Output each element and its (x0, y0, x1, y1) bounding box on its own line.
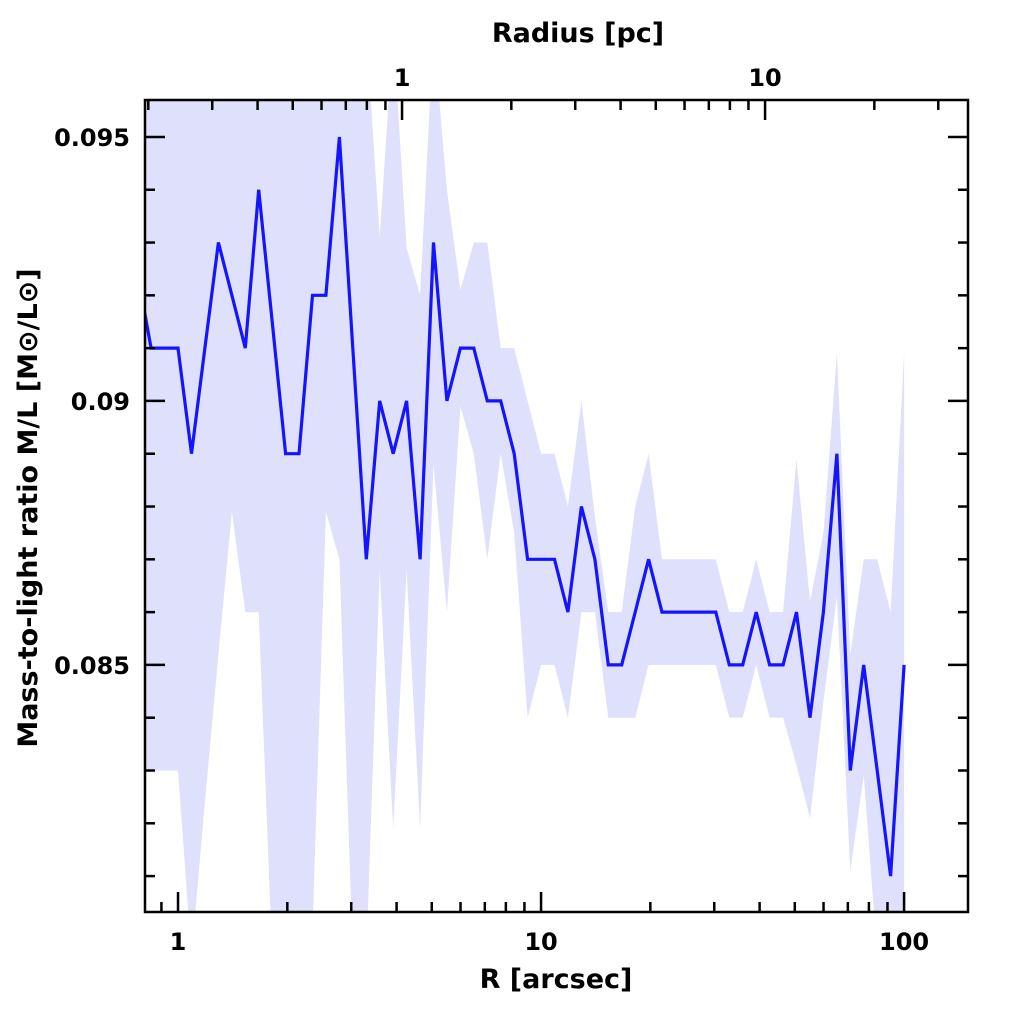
top-x-axis-title: Radius [pc] (492, 18, 664, 49)
x-tick-label: 1 (170, 928, 187, 956)
x-tick-label: 100 (879, 928, 929, 956)
x-axis-title: R [arcsec] (480, 964, 633, 995)
y-tick-label: 0.09 (71, 388, 130, 416)
top-tick-label: 10 (748, 64, 781, 92)
y-axis-title: Mass-to-light ratio M/L [M⊙/L⊙] (13, 268, 44, 747)
y-tick-label: 0.095 (54, 124, 130, 152)
tick-labels: 1 10 100 1 10 0.085 0.09 0.095 (54, 64, 929, 956)
y-tick-label: 0.085 (54, 652, 130, 680)
axis-ticks (145, 100, 968, 912)
x-tick-label: 10 (524, 928, 557, 956)
plot-area (145, 100, 906, 912)
top-tick-label: 1 (394, 64, 411, 92)
ml-series-line (145, 136, 906, 877)
uncertainty-band (145, 100, 905, 912)
plot-frame (143, 98, 970, 914)
